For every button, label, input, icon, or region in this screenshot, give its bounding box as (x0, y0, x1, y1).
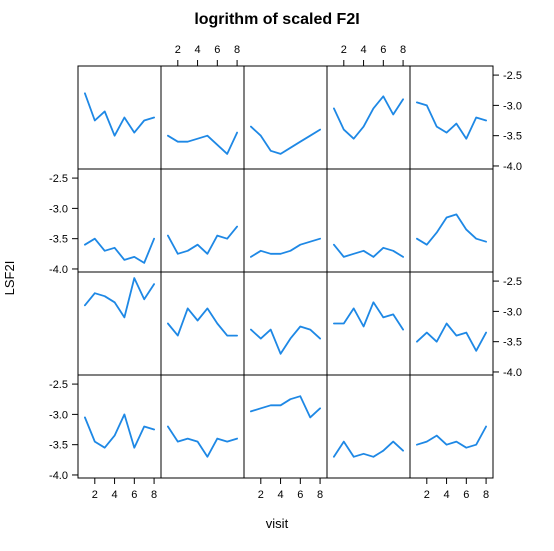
series-line (415, 101, 488, 140)
series-line (415, 425, 488, 449)
panel-border (243, 65, 328, 170)
panel-r3-c3 (243, 271, 328, 376)
panel-r2-c5 (409, 168, 494, 273)
y-tick-label: -3.5 (49, 440, 68, 452)
y-tick-label: -4.0 (503, 367, 522, 379)
x-tick-label: 6 (463, 489, 469, 501)
panels-layer (77, 65, 494, 479)
series-line (249, 237, 322, 258)
panel-r3-c5 (409, 271, 494, 376)
panel-border (243, 168, 328, 273)
series-line (332, 243, 405, 258)
y-tick-label: -4.0 (503, 161, 522, 173)
y-tick-label: -3.5 (503, 131, 522, 143)
series-line (84, 277, 156, 319)
panel-r3-c1 (77, 271, 162, 376)
panel-r4-c1 (77, 374, 162, 479)
series-line (332, 95, 405, 140)
series-line (249, 125, 322, 155)
series-line (166, 131, 239, 155)
x-tick-label: 6 (214, 44, 220, 56)
y-tick-label: -2.5 (503, 276, 522, 288)
series-line (84, 413, 156, 449)
panel-r4-c4 (326, 374, 411, 479)
y-tick-label: -3.5 (49, 234, 68, 246)
panel-border (243, 374, 328, 479)
y-tick-label: -4.0 (49, 470, 68, 482)
panel-r1-c3 (243, 65, 328, 170)
series-line (84, 237, 156, 264)
panel-border (160, 65, 245, 170)
x-tick-label: 2 (424, 489, 430, 501)
series-line (166, 225, 239, 255)
panel-border (160, 374, 245, 479)
panel-border (77, 271, 162, 376)
x-tick-label: 6 (297, 489, 303, 501)
x-tick-label: 2 (175, 44, 181, 56)
series-line (415, 213, 488, 246)
panel-border (160, 271, 245, 376)
y-tick-label: -3.5 (503, 337, 522, 349)
x-tick-label: 8 (317, 489, 323, 501)
y-tick-label: -3.0 (49, 203, 68, 215)
panel-r2-c3 (243, 168, 328, 273)
x-tick-label: 4 (111, 489, 117, 501)
panel-r1-c2 (160, 65, 245, 170)
y-tick-label: -3.0 (503, 306, 522, 318)
x-tick-label: 6 (131, 489, 137, 501)
x-tick-label: 2 (92, 489, 98, 501)
panel-border (409, 168, 494, 273)
y-tick-label: -3.0 (49, 409, 68, 421)
chart-title: logrithm of scaled F2I (194, 11, 359, 28)
series-line (84, 92, 156, 137)
panel-r3-c2 (160, 271, 245, 376)
panel-border (409, 65, 494, 170)
panel-border (326, 374, 411, 479)
panel-r1-c5 (409, 65, 494, 170)
panel-r1-c4 (326, 65, 411, 170)
series-line (166, 425, 239, 458)
x-tick-label: 6 (380, 44, 386, 56)
y-tick-label: -2.5 (49, 173, 68, 185)
x-tick-label: 4 (277, 489, 283, 501)
y-tick-label: -4.0 (49, 264, 68, 276)
y-tick-label: -2.5 (49, 379, 68, 391)
panel-r4-c2 (160, 374, 245, 479)
series-line (249, 395, 322, 419)
panel-r3-c4 (326, 271, 411, 376)
panel-r2-c1 (77, 168, 162, 273)
y-tick-label: -3.0 (503, 100, 522, 112)
series-line (332, 301, 405, 331)
panel-border (160, 168, 245, 273)
series-line (415, 322, 488, 352)
x-axis-label: visit (266, 516, 289, 531)
ticks-layer: 2 4 6 8 2 4 6 8 2 4 6 8 2 4 6 8 2 4 6 8 -4.0 -3.5 -3.0 -2.5 -4.0… (49, 44, 522, 501)
series-line (249, 325, 322, 355)
panel-border (77, 65, 162, 170)
panel-r4-c5 (409, 374, 494, 479)
panel-border (409, 374, 494, 479)
panel-r4-c3 (243, 374, 328, 479)
panel-border (409, 271, 494, 376)
x-tick-label: 8 (234, 44, 240, 56)
panel-border (77, 168, 162, 273)
panel-r2-c4 (326, 168, 411, 273)
panel-r1-c1 (77, 65, 162, 170)
x-tick-label: 4 (194, 44, 200, 56)
y-axis-label: LSF2I (2, 261, 17, 296)
y-tick-label: -2.5 (503, 70, 522, 82)
series-line (166, 307, 239, 337)
x-tick-label: 8 (151, 489, 157, 501)
x-tick-label: 4 (443, 489, 449, 501)
panel-border (243, 271, 328, 376)
x-tick-label: 2 (258, 489, 264, 501)
x-tick-label: 2 (341, 44, 347, 56)
series-line (332, 440, 405, 458)
x-tick-label: 8 (483, 489, 489, 501)
panel-r2-c2 (160, 168, 245, 273)
panel-border (326, 168, 411, 273)
x-tick-label: 4 (360, 44, 366, 56)
x-tick-label: 8 (400, 44, 406, 56)
